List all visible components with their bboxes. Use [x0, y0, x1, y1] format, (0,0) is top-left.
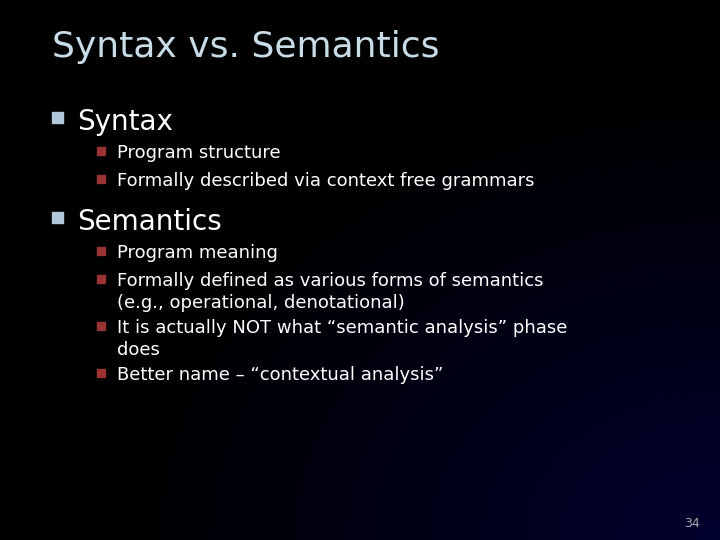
Text: Program meaning: Program meaning — [117, 244, 278, 262]
Text: Syntax: Syntax — [77, 108, 173, 136]
Text: Semantics: Semantics — [77, 208, 222, 236]
Bar — [97, 275, 105, 283]
Text: 34: 34 — [684, 517, 700, 530]
Bar — [52, 212, 63, 223]
Text: (e.g., operational, denotational): (e.g., operational, denotational) — [117, 294, 405, 312]
Text: Syntax vs. Semantics: Syntax vs. Semantics — [52, 30, 439, 64]
Bar — [97, 147, 105, 155]
Bar — [97, 247, 105, 255]
Bar — [52, 112, 63, 123]
Text: Program structure: Program structure — [117, 144, 281, 162]
Text: does: does — [117, 341, 160, 359]
Bar — [97, 369, 105, 377]
Bar — [97, 322, 105, 330]
Text: Formally described via context free grammars: Formally described via context free gram… — [117, 172, 534, 190]
Text: Better name – “contextual analysis”: Better name – “contextual analysis” — [117, 366, 444, 384]
Bar — [97, 175, 105, 183]
Text: Formally defined as various forms of semantics: Formally defined as various forms of sem… — [117, 272, 544, 290]
Text: It is actually NOT what “semantic analysis” phase: It is actually NOT what “semantic analys… — [117, 319, 567, 337]
